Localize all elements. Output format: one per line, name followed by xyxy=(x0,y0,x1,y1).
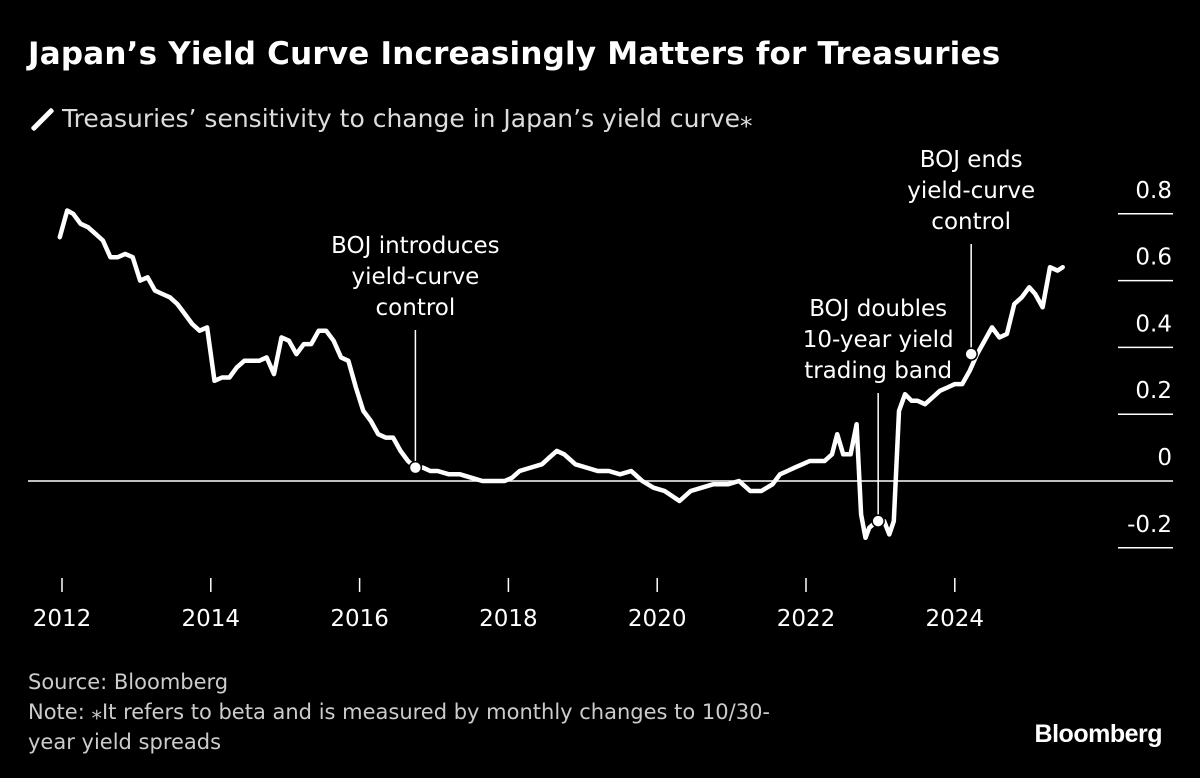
annotation-marker xyxy=(964,347,978,361)
annotation-text: yield-curve xyxy=(351,264,479,290)
annotation-text: BOJ ends xyxy=(920,147,1023,173)
series-line xyxy=(57,208,1065,541)
chart-title: Japan’s Yield Curve Increasingly Matters… xyxy=(28,36,1001,72)
footnote-line-1: Note: ⁎It refers to beta and is measured… xyxy=(28,700,771,724)
y-tick-label: 0.6 xyxy=(1135,245,1172,271)
annotation-1: BOJ introduces yield-curve control xyxy=(331,233,500,462)
y-axis-tick-labels: 0.8 0.6 0.4 0.2 0 -0.2 xyxy=(1127,178,1172,538)
annotation-3: BOJ ends yield-curve control xyxy=(907,147,1035,349)
x-tick-label: 2022 xyxy=(777,606,836,632)
annotation-marker xyxy=(871,514,885,528)
y-tick-label: 0.2 xyxy=(1135,378,1172,404)
annotation-text: BOJ introduces xyxy=(331,233,500,259)
y-tick-label: -0.2 xyxy=(1127,512,1172,538)
annotation-text: control xyxy=(376,295,456,321)
y-gridlines xyxy=(28,213,1173,549)
x-tick-label: 2024 xyxy=(926,606,985,632)
bloomberg-logo: Bloomberg xyxy=(1034,720,1163,748)
y-tick-label: 0.4 xyxy=(1135,311,1172,337)
annotation-marker xyxy=(408,460,423,475)
x-tick-label: 2016 xyxy=(330,606,389,632)
source-note: Source: Bloomberg xyxy=(28,670,229,694)
annotation-markers xyxy=(408,347,978,528)
annotation-text: trading band xyxy=(804,358,952,384)
x-tick-label: 2018 xyxy=(479,606,538,632)
series-layer xyxy=(57,208,1065,541)
legend: Treasuries’ sensitivity to change in Jap… xyxy=(30,104,752,133)
annotations: BOJ introduces yield-curve control BOJ doub… xyxy=(331,147,1035,516)
annotation-text: yield-curve xyxy=(907,178,1035,204)
annotation-text: control xyxy=(931,209,1011,235)
x-tick-label: 2014 xyxy=(182,606,241,632)
y-tick-label: 0.8 xyxy=(1135,178,1172,204)
x-tick-label: 2012 xyxy=(33,606,92,632)
annotation-text: 10-year yield xyxy=(803,327,954,353)
x-tick-label: 2020 xyxy=(628,606,687,632)
footnote-line-2: year yield spreads xyxy=(28,730,222,754)
annotation-text: BOJ doubles xyxy=(809,296,947,322)
y-tick-label: 0 xyxy=(1157,445,1172,471)
annotation-2: BOJ doubles 10-year yield trading band xyxy=(803,296,954,516)
legend-label: Treasuries’ sensitivity to change in Jap… xyxy=(62,104,753,133)
x-axis: 2012 2014 2016 2018 2020 2022 2024 xyxy=(33,578,984,632)
